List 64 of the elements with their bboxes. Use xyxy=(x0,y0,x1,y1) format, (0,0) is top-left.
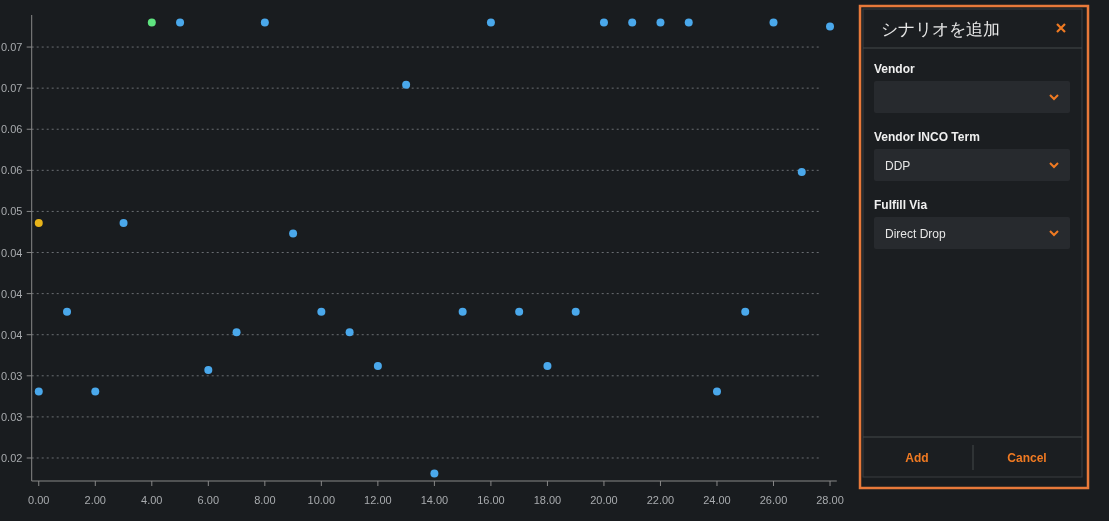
y-tick-label: 0.03 xyxy=(1,410,23,423)
x-tick-label: 16.00 xyxy=(477,494,505,506)
point xyxy=(571,307,580,316)
text: Add xyxy=(905,451,929,465)
x-tick-label: 6.00 xyxy=(197,494,220,506)
point xyxy=(91,387,100,396)
point xyxy=(147,18,156,27)
y-tick-label: 0.03 xyxy=(1,369,23,382)
x-tick-label: 2.00 xyxy=(84,494,106,506)
y-tick-label: 0.07 xyxy=(1,82,23,95)
text: Vendor INCO Term xyxy=(874,130,980,144)
x-tick-label: 26.00 xyxy=(759,494,788,506)
point xyxy=(289,229,298,238)
point xyxy=(486,18,495,27)
point xyxy=(34,218,43,227)
text: Direct Drop xyxy=(885,227,947,241)
x-tick-label: 0.00 xyxy=(28,494,50,506)
point xyxy=(458,307,467,316)
point xyxy=(345,328,354,337)
point xyxy=(430,469,439,478)
y-tick-label: 0.02 xyxy=(1,451,23,464)
y-tick-label: 0.04 xyxy=(1,287,23,300)
text: シナリオを追加 xyxy=(881,20,1000,39)
point xyxy=(232,328,241,337)
y-tick-label: 0.06 xyxy=(1,123,23,136)
y-tick-label: 0.04 xyxy=(1,246,23,259)
point xyxy=(373,361,382,370)
text: DDP xyxy=(885,159,911,173)
text: Vendor xyxy=(874,62,916,76)
point xyxy=(741,307,750,316)
y-tick-label: 0.05 xyxy=(1,205,23,218)
x-tick-label: 22.00 xyxy=(646,494,675,506)
point xyxy=(176,18,185,27)
point xyxy=(769,18,778,27)
point xyxy=(826,22,835,31)
point xyxy=(656,18,665,27)
x-tick-label: 20.00 xyxy=(590,494,618,506)
point xyxy=(260,18,269,27)
y-tick-label: 0.07 xyxy=(1,41,23,54)
x-tick-label: 8.00 xyxy=(254,494,276,506)
point xyxy=(34,387,43,396)
x-tick-label: 12.00 xyxy=(364,494,392,506)
point xyxy=(684,18,693,27)
point xyxy=(712,387,721,396)
y-tick-label: 0.06 xyxy=(1,164,23,177)
x-tick-label: 28.00 xyxy=(816,494,844,506)
point xyxy=(119,218,128,227)
x-tick-label: 24.00 xyxy=(703,494,731,506)
point xyxy=(402,80,411,89)
point xyxy=(599,18,608,27)
text: Fulfill Via xyxy=(874,198,928,212)
point xyxy=(204,366,213,375)
point xyxy=(628,18,637,27)
point xyxy=(63,307,72,316)
point xyxy=(317,307,326,316)
x-tick-label: 4.00 xyxy=(141,494,163,506)
x-tick-label: 10.00 xyxy=(307,494,336,506)
x-tick-label: 18.00 xyxy=(533,494,562,506)
y-tick-label: 0.04 xyxy=(1,328,23,341)
point xyxy=(797,167,806,176)
point xyxy=(515,307,524,316)
point xyxy=(543,361,552,370)
text: Cancel xyxy=(1007,451,1047,465)
x-tick-label: 14.00 xyxy=(420,494,449,506)
